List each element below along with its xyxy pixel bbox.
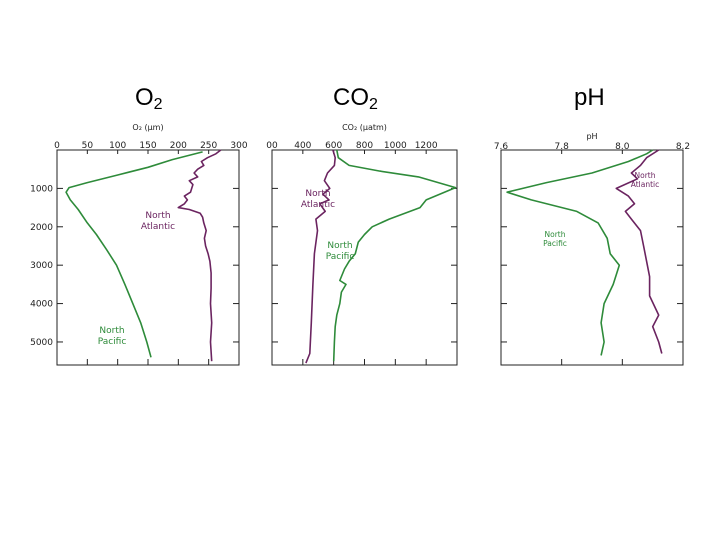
x-axis-label: pH [586, 132, 597, 141]
series-line-north-atlantic [177, 149, 222, 362]
series-label-line: Pacific [98, 337, 127, 347]
series-label-line: Pacific [543, 239, 567, 248]
series-label-line: North [545, 230, 566, 239]
co2-heading-main: CO [333, 84, 369, 111]
co2-heading-sub: 2 [369, 96, 378, 113]
series-line-north-atlantic [305, 149, 336, 364]
x-tick-label: 1000 [384, 141, 407, 151]
series-label-line: Atlantic [631, 180, 660, 189]
series-line-north-pacific [506, 149, 654, 356]
x-tick-label: 7.6 [494, 142, 509, 152]
series-line-north-atlantic [615, 149, 663, 354]
series-line-north-pacific [65, 151, 203, 358]
x-tick-label: 00 [266, 141, 278, 151]
series-label-north-atlantic: North Atlantic [141, 211, 175, 232]
o2-heading-sub: 2 [153, 96, 163, 113]
x-axis-label: CO₂ (μatm) [342, 123, 387, 132]
series-label-line: North [327, 241, 352, 251]
chart-panel-1: O₂ (μm) 0 50 100 150 200 250 300 1000 2000 3000 400… [30, 123, 248, 366]
y-tick-label: 1000 [30, 184, 53, 194]
x-axis-label: O₂ (μm) [132, 123, 163, 132]
series-label-line: Atlantic [141, 222, 175, 232]
y-tick-label: 4000 [30, 300, 53, 310]
plot-frame [500, 149, 684, 366]
series-label-north-pacific: North Pacific [326, 241, 355, 262]
x-tick-label: 100 [109, 141, 126, 151]
ph-heading: pH [574, 84, 605, 112]
plot-frame [271, 149, 458, 366]
x-tick-label: 400 [294, 141, 311, 151]
y-tick-label: 5000 [30, 338, 53, 348]
x-tick-label: 150 [139, 141, 156, 151]
series-label-north-atlantic: North Atlantic [301, 189, 335, 210]
series-label-line: Pacific [326, 252, 355, 262]
series-line-north-pacific [332, 149, 457, 362]
series-label-north-atlantic: North Atlantic [631, 171, 660, 189]
o2-heading: O2 [135, 84, 163, 114]
series-label-line: North [145, 211, 170, 221]
x-tick-label: 0 [54, 141, 60, 151]
x-tick-label: 200 [170, 141, 187, 151]
ph-heading-main: pH [574, 84, 605, 111]
x-tick-label: 1200 [415, 141, 438, 151]
x-tick-label: 800 [356, 141, 373, 151]
co2-heading: CO2 [333, 84, 378, 114]
x-tick-label: 600 [325, 141, 342, 151]
series-label-line: North [99, 326, 124, 336]
x-tick-label: 300 [230, 141, 247, 151]
y-tick-label: 2000 [30, 223, 53, 233]
series-label-line: North [635, 171, 656, 180]
o2-heading-main: O [135, 84, 154, 111]
y-tick-label: 3000 [30, 261, 53, 271]
x-tick-label: 8.0 [615, 142, 630, 152]
x-tick-label: 8.2 [676, 142, 690, 152]
x-tick-label: 50 [82, 141, 94, 151]
series-label-line: North [305, 189, 330, 199]
x-tick-label: 250 [200, 141, 217, 151]
series-label-north-pacific: North Pacific [98, 326, 127, 347]
x-tick-label: 7.8 [555, 142, 570, 152]
series-label-line: Atlantic [301, 200, 335, 210]
series-label-north-pacific: North Pacific [543, 230, 567, 248]
